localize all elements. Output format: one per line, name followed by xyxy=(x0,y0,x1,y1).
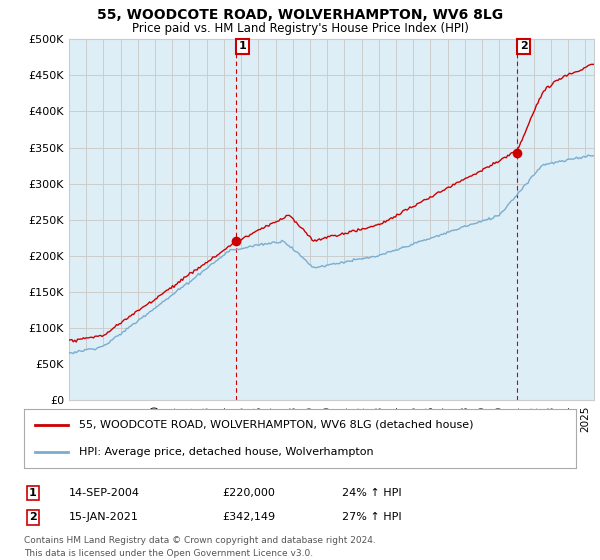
Text: 15-JAN-2021: 15-JAN-2021 xyxy=(69,512,139,522)
Text: This data is licensed under the Open Government Licence v3.0.: This data is licensed under the Open Gov… xyxy=(24,549,313,558)
Text: Price paid vs. HM Land Registry's House Price Index (HPI): Price paid vs. HM Land Registry's House … xyxy=(131,22,469,35)
Text: 55, WOODCOTE ROAD, WOLVERHAMPTON, WV6 8LG: 55, WOODCOTE ROAD, WOLVERHAMPTON, WV6 8L… xyxy=(97,8,503,22)
Text: £342,149: £342,149 xyxy=(222,512,275,522)
Text: 14-SEP-2004: 14-SEP-2004 xyxy=(69,488,140,498)
Text: 1: 1 xyxy=(29,488,37,498)
Text: 55, WOODCOTE ROAD, WOLVERHAMPTON, WV6 8LG (detached house): 55, WOODCOTE ROAD, WOLVERHAMPTON, WV6 8L… xyxy=(79,419,474,430)
Text: 27% ↑ HPI: 27% ↑ HPI xyxy=(342,512,401,522)
Text: 24% ↑ HPI: 24% ↑ HPI xyxy=(342,488,401,498)
Text: HPI: Average price, detached house, Wolverhampton: HPI: Average price, detached house, Wolv… xyxy=(79,447,374,457)
Text: Contains HM Land Registry data © Crown copyright and database right 2024.: Contains HM Land Registry data © Crown c… xyxy=(24,536,376,545)
Text: 2: 2 xyxy=(520,41,527,52)
Text: £220,000: £220,000 xyxy=(222,488,275,498)
Text: 1: 1 xyxy=(239,41,247,52)
Text: 2: 2 xyxy=(29,512,37,522)
